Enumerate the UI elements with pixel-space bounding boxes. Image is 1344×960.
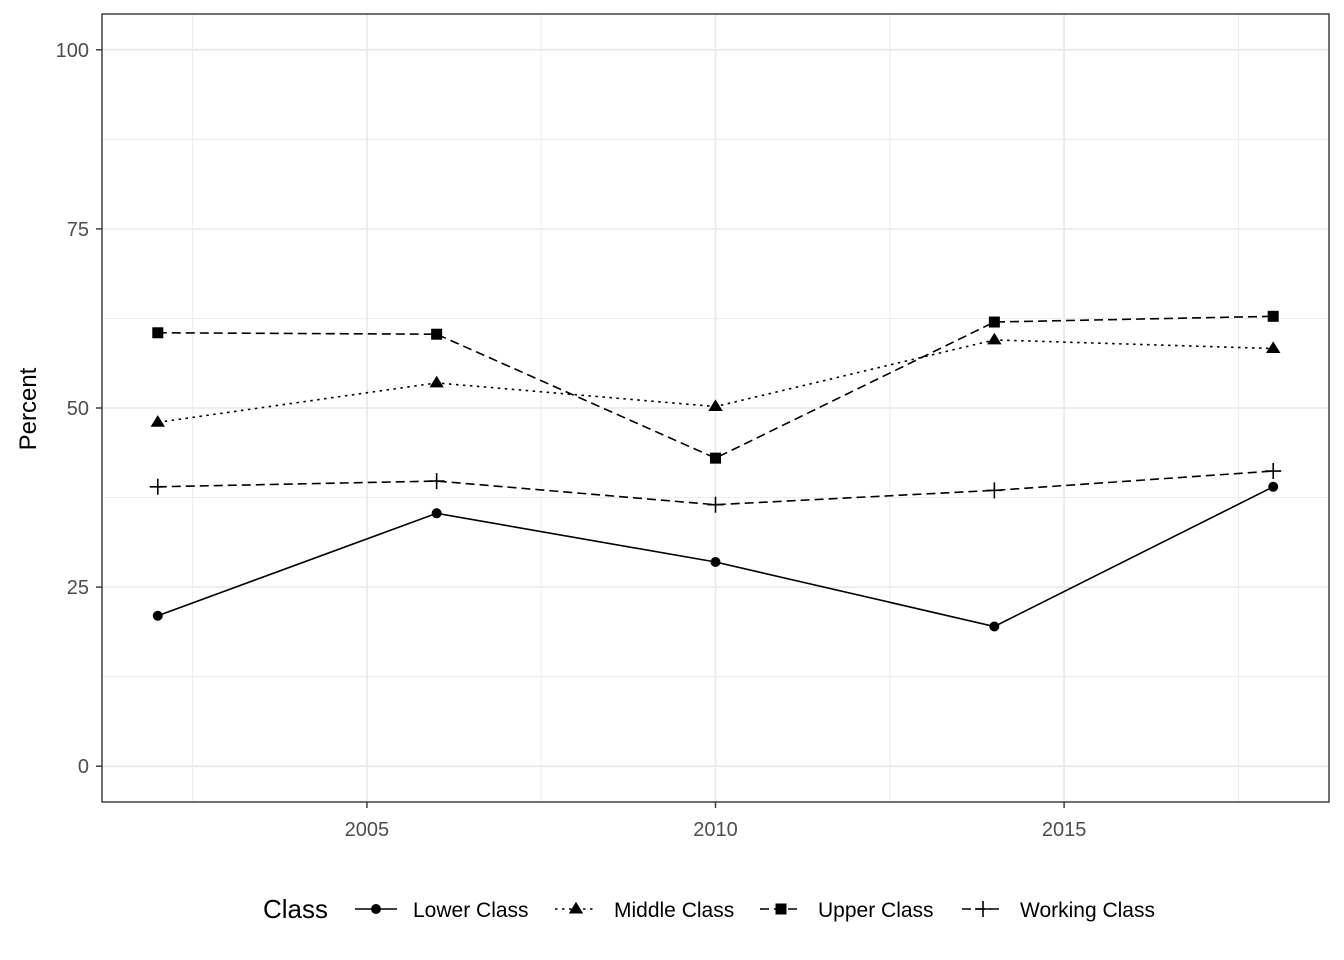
y-tick-label: 25 <box>67 577 89 599</box>
data-point-lower-class <box>1268 481 1279 492</box>
data-point-lower-class <box>431 508 442 519</box>
legend-item-middle-class: Middle Class <box>555 899 734 922</box>
y-axis-title: Percent <box>15 367 42 450</box>
x-tick-label: 2005 <box>345 819 390 841</box>
series-line-upper-class <box>157 315 1274 460</box>
legend-label: Upper Class <box>818 899 934 922</box>
y-tick-label: 50 <box>67 398 89 420</box>
data-point-upper-class <box>431 328 443 340</box>
y-tick-label: 0 <box>78 756 89 778</box>
data-point-working-class <box>428 473 445 490</box>
legend-item-upper-class: Upper Class <box>760 899 934 922</box>
data-point-middle-class <box>987 332 1002 345</box>
data-point-middle-class <box>150 415 165 427</box>
data-point-upper-class <box>710 452 721 464</box>
x-tick-label: 2010 <box>693 819 738 841</box>
y-tick-label: 100 <box>56 40 89 62</box>
legend-items: Lower Class Middle Class Upper Class Workin… <box>355 899 1155 922</box>
legend: Class Lower Class Middle Class Upper Class… <box>263 894 1155 924</box>
data-point-upper-class <box>1267 310 1279 322</box>
legend-key-marker <box>775 903 787 915</box>
data-point-middle-class <box>429 375 444 388</box>
y-axis-ticks: 0 25 50 75 100 <box>56 40 102 778</box>
data-point-upper-class <box>152 327 164 339</box>
legend-label: Lower Class <box>413 899 529 922</box>
data-point-working-class <box>707 496 724 513</box>
legend-key-marker <box>371 904 381 914</box>
y-tick-label: 75 <box>67 219 89 241</box>
data-point-lower-class <box>710 557 721 568</box>
legend-key-marker <box>975 901 991 917</box>
data-points <box>149 310 1282 632</box>
legend-key-marker <box>568 901 584 914</box>
legend-label: Middle Class <box>614 899 734 922</box>
legend-label: Working Class <box>1020 899 1155 922</box>
data-point-working-class <box>986 482 1003 499</box>
data-point-working-class <box>149 478 166 495</box>
data-point-working-class <box>1265 463 1282 480</box>
data-point-lower-class <box>989 621 1000 632</box>
data-point-middle-class <box>708 399 723 412</box>
legend-title: Class <box>263 894 328 924</box>
data-point-lower-class <box>152 610 163 621</box>
x-tick-label: 2015 <box>1042 819 1087 841</box>
data-point-middle-class <box>1266 341 1281 354</box>
data-point-upper-class <box>988 316 1000 328</box>
legend-item-working-class: Working Class <box>962 899 1155 922</box>
grid-lines <box>102 14 1329 802</box>
legend-item-lower-class: Lower Class <box>355 899 529 922</box>
series-line-working-class <box>157 470 1274 506</box>
x-axis-ticks: 2005 2010 2015 <box>345 802 1087 841</box>
